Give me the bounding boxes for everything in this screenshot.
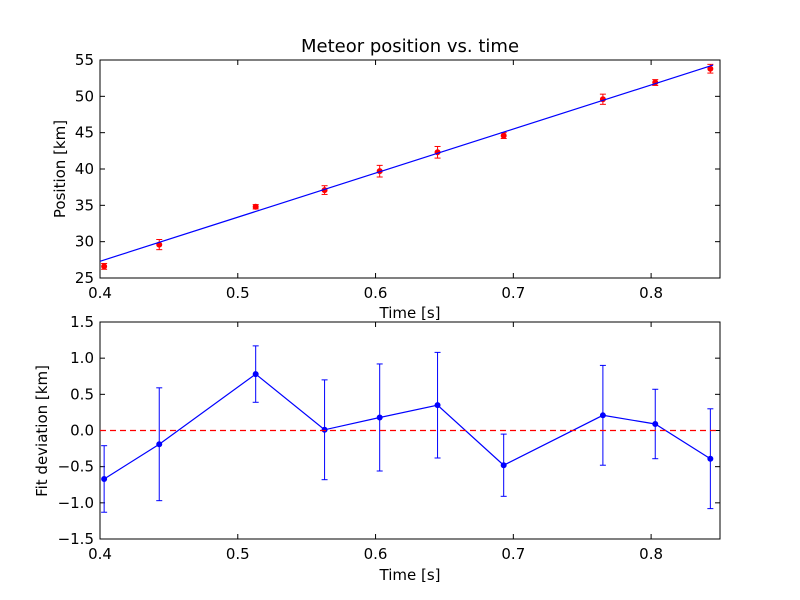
- data-point: [434, 402, 441, 409]
- data-point: [252, 203, 259, 210]
- y-tick-label: 0.0: [70, 422, 94, 440]
- data-point: [376, 414, 383, 421]
- data-point: [252, 371, 259, 378]
- position-panel: Meteor position vs. time 0.4 0.5 0.6 0.7 0.8…: [51, 36, 721, 322]
- x-axis-label: Time [s]: [379, 304, 441, 322]
- fit-line: [99, 64, 714, 262]
- deviation-line: [103, 373, 711, 480]
- x-tick-label: 0.7: [501, 284, 525, 302]
- x-tick-label: 0.8: [639, 284, 663, 302]
- y-tick-label: 30: [75, 233, 94, 251]
- y-tick-label: 50: [75, 87, 94, 105]
- y-tick-label: 45: [75, 124, 94, 142]
- deviation-panel: 0.4 0.5 0.6 0.7 0.81.51.00.50.0−0.5−1.0−1.5 …: [33, 313, 721, 584]
- y-tick-label: −1.0: [58, 494, 94, 512]
- data-point: [156, 441, 163, 448]
- x-tick-label: 0.8: [639, 545, 663, 563]
- y-tick-label: −0.5: [58, 458, 94, 476]
- x-tick-label: 0.6: [364, 545, 388, 563]
- x-axis-label: Time [s]: [379, 566, 441, 584]
- data-point: [707, 455, 714, 462]
- data-point: [321, 426, 328, 433]
- y-tick-label: 25: [75, 269, 94, 287]
- x-tick-label: 0.5: [226, 284, 250, 302]
- y-axis-label: Fit deviation [km]: [33, 365, 51, 497]
- x-tick-label: 0.4: [88, 284, 112, 302]
- data-point: [652, 420, 659, 427]
- position-plot-area: 0.4 0.5 0.6 0.7 0.8 25 30 35 40 45 50 55: [75, 51, 721, 302]
- data-point: [500, 462, 507, 469]
- data-point: [101, 475, 108, 482]
- deviation-plot-area: 0.4 0.5 0.6 0.7 0.8 1.5 1.0 0.5 0.0 −0.5 −1.0 −1.5: [58, 313, 721, 563]
- x-tick-label: 0.6: [364, 284, 388, 302]
- y-tick-label: 40: [75, 160, 94, 178]
- x-tick-label: 0.4: [88, 545, 112, 563]
- data-point: [101, 263, 108, 270]
- y-tick-label: 55: [75, 51, 94, 69]
- y-tick-label: 35: [75, 196, 94, 214]
- data-point: [500, 132, 507, 139]
- data-point: [599, 412, 606, 419]
- x-tick-label: 0.7: [501, 545, 525, 563]
- chart-title: Meteor position vs. time: [301, 36, 519, 57]
- y-tick-label: −1.5: [58, 530, 94, 548]
- y-tick-label: 1.5: [70, 313, 94, 331]
- y-axis-label: Position [km]: [51, 120, 69, 218]
- y-tick-label: 0.5: [70, 385, 94, 403]
- x-tick-label: 0.5: [226, 545, 250, 563]
- y-tick-label: 1.0: [70, 349, 94, 367]
